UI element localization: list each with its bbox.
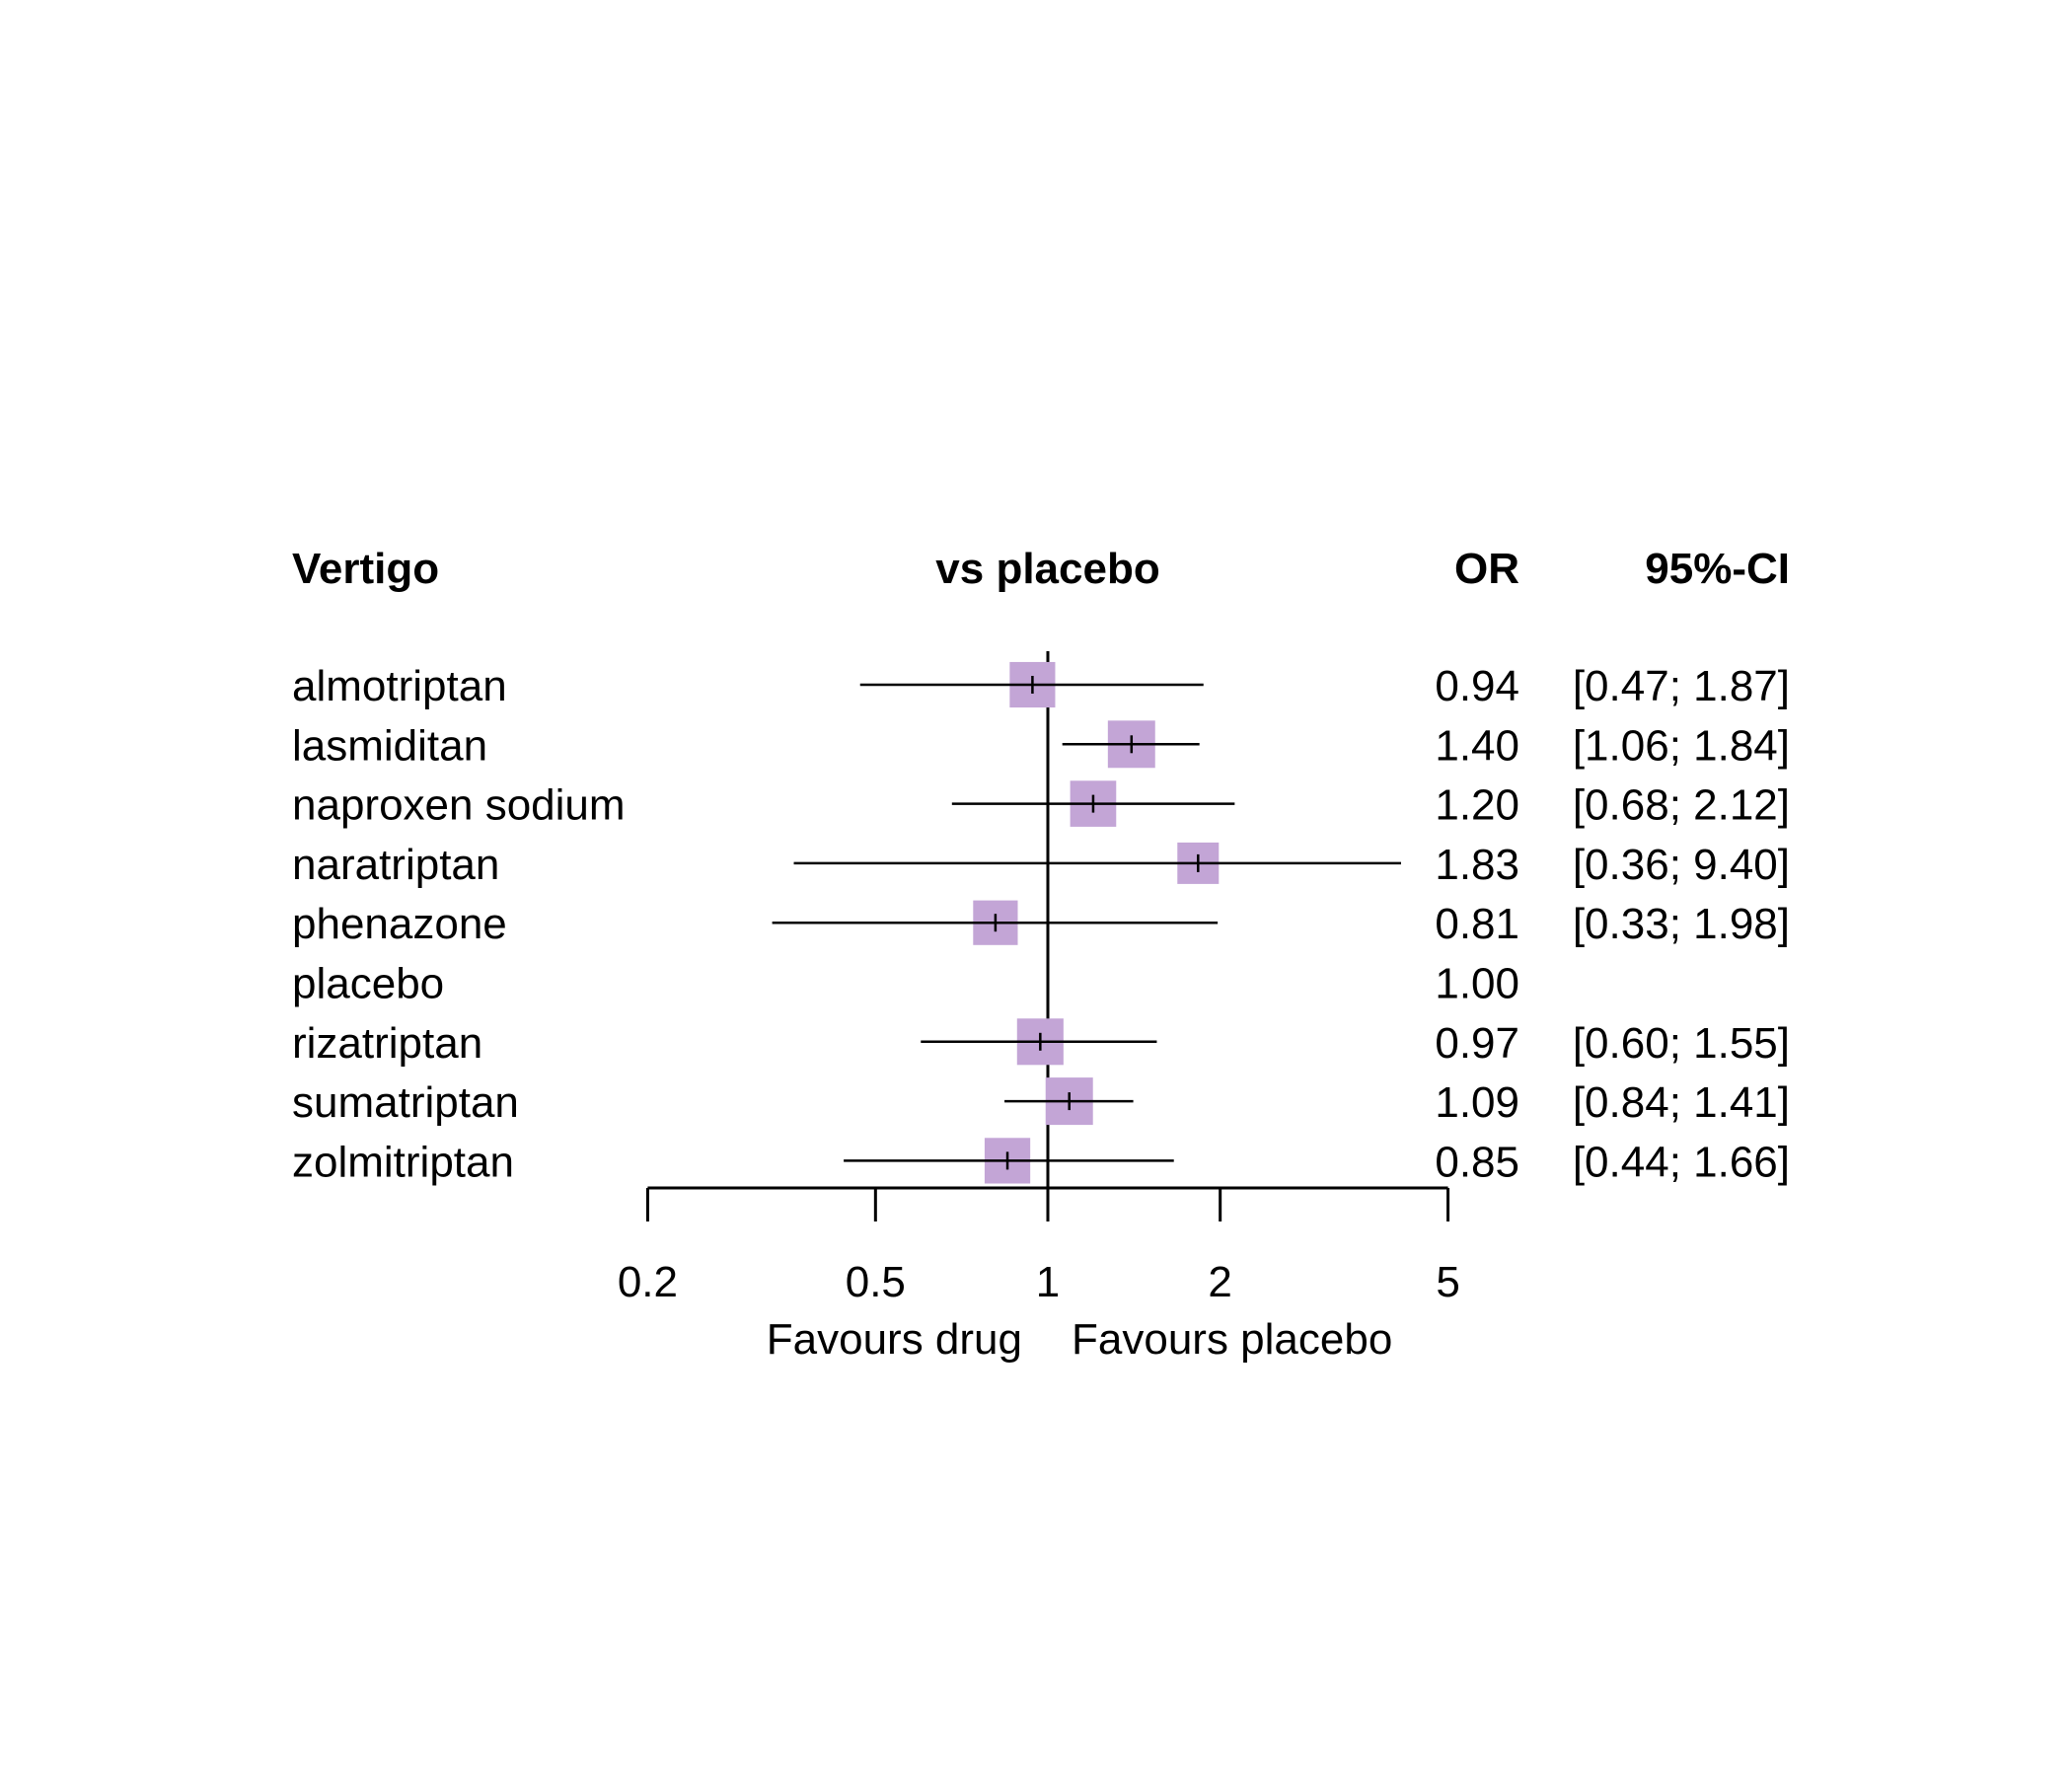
- ci-value: [1.06; 1.84]: [1573, 721, 1790, 770]
- row-naratriptan: naratriptan 1.83 [0.36; 9.40]: [292, 841, 1790, 889]
- header-comparison: vs placebo: [935, 545, 1159, 593]
- row-rizatriptan: rizatriptan 0.97 [0.60; 1.55]: [292, 1018, 1790, 1068]
- row-placebo: placebo 1.00: [292, 960, 1519, 1008]
- row-label: zolmitriptan: [292, 1138, 514, 1186]
- row-naproxen-sodium: naproxen sodium 1.20 [0.68; 2.12]: [292, 780, 1790, 830]
- favours-left-label: Favours drug: [767, 1315, 1022, 1364]
- or-value: 1.20: [1435, 781, 1519, 830]
- row-label: naproxen sodium: [292, 781, 626, 830]
- x-tick-label: 1: [1036, 1258, 1060, 1306]
- x-tick-label: 0.2: [618, 1258, 678, 1306]
- x-tick-label: 5: [1436, 1258, 1459, 1306]
- header-label: Vertigo: [292, 545, 439, 593]
- row-label: rizatriptan: [292, 1019, 482, 1068]
- or-value: 1.40: [1435, 721, 1519, 770]
- row-lasmiditan: lasmiditan 1.40 [1.06; 1.84]: [292, 720, 1790, 770]
- ci-value: [0.44; 1.66]: [1573, 1138, 1790, 1186]
- ci-value: [0.47; 1.87]: [1573, 662, 1790, 710]
- row-zolmitriptan: zolmitriptan 0.85 [0.44; 1.66]: [292, 1138, 1790, 1186]
- x-axis: 0.2 0.5 1 2 5: [618, 1186, 1460, 1306]
- or-value: 0.97: [1435, 1019, 1519, 1068]
- row-label: almotriptan: [292, 662, 507, 710]
- row-label: sumatriptan: [292, 1078, 519, 1127]
- or-value: 1.00: [1435, 960, 1519, 1008]
- or-value: 0.94: [1435, 662, 1519, 710]
- or-value: 0.81: [1435, 900, 1519, 948]
- rows-layer: almotriptan 0.94 [0.47; 1.87] lasmiditan 1.4…: [292, 661, 1790, 1186]
- or-value: 1.83: [1435, 841, 1519, 889]
- header-estimate: OR: [1454, 545, 1519, 593]
- or-value: 1.09: [1435, 1078, 1519, 1127]
- x-tick-label: 2: [1208, 1258, 1231, 1306]
- ci-value: [0.60; 1.55]: [1573, 1019, 1790, 1068]
- favours-right-label: Favours placebo: [1072, 1315, 1392, 1364]
- or-value: 0.85: [1435, 1138, 1519, 1186]
- row-label: lasmiditan: [292, 721, 487, 770]
- ci-value: [0.68; 2.12]: [1573, 781, 1790, 830]
- row-label: naratriptan: [292, 841, 499, 889]
- row-sumatriptan: sumatriptan 1.09 [0.84; 1.41]: [292, 1077, 1790, 1127]
- ci-value: [0.33; 1.98]: [1573, 900, 1790, 948]
- ci-value: [0.36; 9.40]: [1573, 841, 1790, 889]
- row-label: phenazone: [292, 900, 507, 948]
- row-label: placebo: [292, 960, 444, 1008]
- x-tick-label: 0.5: [846, 1258, 906, 1306]
- row-phenazone: phenazone 0.81 [0.33; 1.98]: [292, 900, 1790, 948]
- ci-value: [0.84; 1.41]: [1573, 1078, 1790, 1127]
- row-almotriptan: almotriptan 0.94 [0.47; 1.87]: [292, 661, 1790, 710]
- header-ci: 95%-CI: [1645, 545, 1790, 593]
